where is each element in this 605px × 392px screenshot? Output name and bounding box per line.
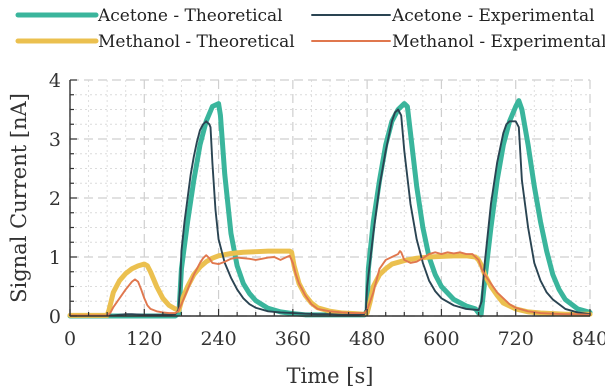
series-line-methanol-experimental — [69, 250, 591, 317]
x-tick-label: 840 — [572, 328, 605, 350]
y-axis-label: Signal Current [nA] — [7, 93, 31, 303]
series-line-acetone-theoretical — [67, 98, 593, 319]
legend-item: Methanol - Experimental — [311, 32, 605, 52]
legend-item: Methanol - Theoretical — [15, 32, 295, 52]
series-line-acetone-experimental — [69, 108, 591, 317]
x-tick-label: 0 — [64, 328, 76, 350]
legend-item: Acetone - Experimental — [311, 6, 595, 26]
x-tick-label: 120 — [126, 328, 162, 350]
x-tick-label: 360 — [275, 328, 311, 350]
x-tick-label: 720 — [498, 328, 534, 350]
legend-label: Methanol - Experimental — [392, 32, 605, 52]
legend-label: Acetone - Theoretical — [97, 6, 283, 26]
legend-label: Acetone - Experimental — [391, 6, 595, 26]
y-tick-label: 1 — [49, 247, 61, 269]
x-tick-label: 240 — [200, 328, 236, 350]
x-axis-label: Time [s] — [287, 364, 374, 388]
legend-item: Acetone - Theoretical — [15, 6, 283, 26]
x-tick-label: 480 — [349, 328, 385, 350]
y-tick-label: 2 — [49, 188, 61, 210]
legend-label: Methanol - Theoretical — [98, 32, 295, 52]
legend: Acetone - Theoretical Acetone - Experimen… — [15, 6, 605, 52]
y-tick-label: 0 — [49, 306, 61, 328]
x-tick-label: 600 — [423, 328, 459, 350]
axes: 0 120 240 360 480 600 720 840 0 1 2 3 4 Time [s] Signa… — [7, 70, 605, 388]
y-tick-label: 3 — [49, 129, 61, 151]
series-group — [67, 98, 593, 319]
y-tick-label: 4 — [49, 70, 61, 92]
